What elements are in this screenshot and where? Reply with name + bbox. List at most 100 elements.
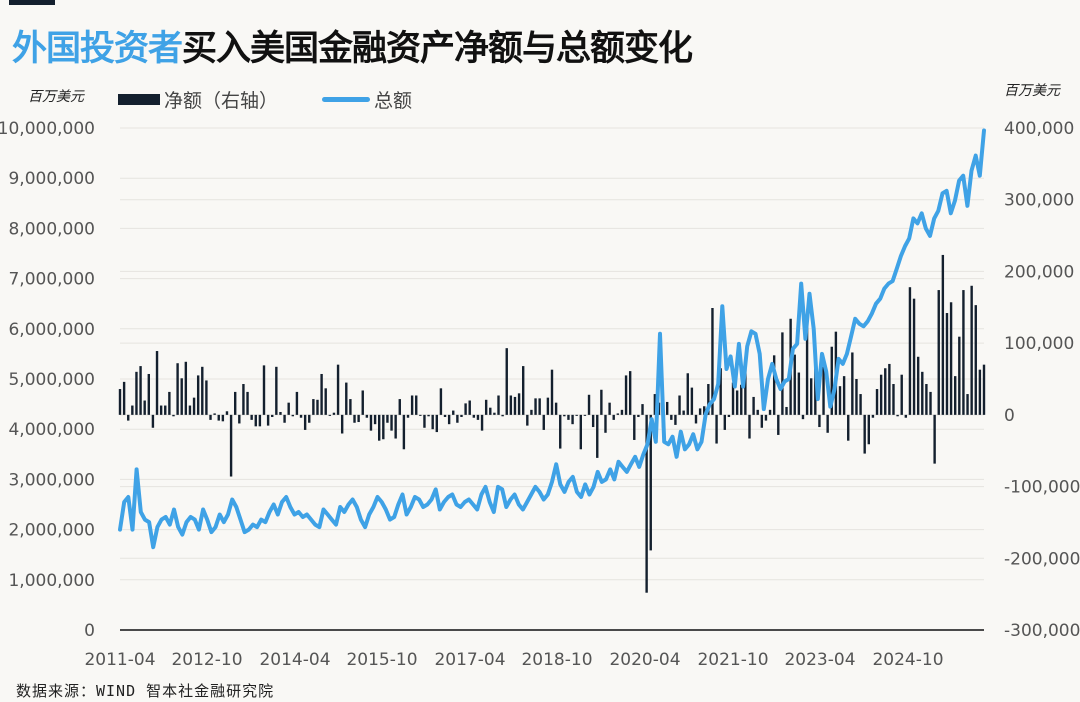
net-bar	[620, 409, 624, 415]
net-bar	[332, 412, 336, 415]
net-bar	[172, 414, 175, 417]
net-bar	[484, 399, 488, 415]
net-bar	[139, 366, 142, 415]
net-bar	[497, 395, 500, 415]
net-bar	[509, 395, 513, 415]
net-bar	[476, 414, 480, 420]
net-bar	[892, 384, 895, 415]
net-bar	[501, 414, 504, 417]
net-bar	[748, 414, 751, 439]
left-axis-tick: 10,000,000	[0, 119, 95, 139]
net-bar	[534, 398, 537, 415]
left-axis-tick: 3,000,000	[8, 470, 95, 490]
net-bar	[686, 373, 689, 415]
net-bar	[974, 305, 977, 415]
net-bar	[563, 414, 566, 417]
net-bar	[221, 414, 225, 422]
net-bar	[682, 410, 685, 415]
net-bar	[159, 405, 163, 415]
net-bar	[234, 391, 237, 415]
right-axis-tick: 100,000	[1004, 334, 1074, 354]
net-bar	[155, 351, 159, 415]
net-bar	[299, 414, 303, 418]
net-bar	[904, 414, 908, 418]
x-axis-tick: 2024-10	[872, 650, 943, 670]
net-bar	[357, 414, 360, 423]
right-axis-unit: 百万美元	[1004, 83, 1060, 99]
net-bar	[978, 369, 982, 415]
net-bar	[295, 391, 299, 415]
net-bar	[863, 414, 866, 454]
net-bar	[505, 348, 508, 415]
net-bar	[723, 414, 726, 430]
net-bar	[851, 352, 854, 415]
net-bar	[797, 372, 801, 415]
left-axis-tick: 5,000,000	[8, 370, 95, 390]
net-bar	[415, 395, 418, 415]
net-bar	[151, 414, 155, 428]
net-bar	[921, 371, 924, 415]
right-axis-tick: 400,000	[1004, 119, 1074, 139]
net-bar	[764, 414, 768, 421]
net-bar	[209, 414, 212, 420]
net-bar	[752, 396, 755, 415]
net-bar	[908, 287, 912, 415]
net-bar	[966, 394, 969, 415]
net-bar	[513, 396, 517, 415]
net-bar	[168, 391, 171, 415]
net-bar	[744, 364, 747, 415]
left-axis-tick: 8,000,000	[8, 219, 95, 239]
x-axis-tick: 2023-04	[784, 650, 855, 670]
net-bar	[859, 394, 862, 415]
net-bar	[896, 414, 899, 417]
left-axis-tick: 0	[84, 621, 95, 641]
net-bar	[879, 374, 883, 415]
net-bar	[982, 364, 986, 415]
net-bar	[365, 414, 369, 418]
net-bar	[575, 414, 578, 416]
net-bar	[287, 402, 290, 415]
net-bar	[522, 366, 525, 415]
net-bar	[740, 384, 743, 415]
total-line	[118, 128, 986, 550]
net-bar	[941, 254, 945, 415]
net-bar	[345, 382, 348, 415]
net-bar	[612, 414, 615, 420]
net-bar	[637, 414, 640, 418]
net-bar	[715, 414, 718, 444]
net-bar	[678, 395, 681, 415]
net-bar	[624, 375, 628, 415]
net-bar	[225, 411, 229, 415]
net-bar	[328, 414, 332, 416]
net-bar	[756, 409, 759, 415]
net-bar	[402, 414, 406, 450]
net-bar	[785, 406, 788, 415]
legend-line-swatch	[322, 97, 371, 102]
right-axis-tick: 300,000	[1004, 191, 1074, 211]
net-bar	[406, 414, 410, 418]
legend-bar-swatch	[118, 94, 160, 105]
net-bar	[937, 290, 940, 415]
net-bar	[949, 302, 953, 415]
net-bar	[925, 384, 928, 415]
net-bar	[164, 405, 167, 415]
net-bar	[369, 414, 373, 431]
net-bar	[184, 361, 188, 415]
net-bar	[460, 414, 463, 418]
net-bar	[468, 400, 471, 415]
net-bar	[258, 414, 262, 427]
left-axis-unit: 百万美元	[28, 89, 84, 105]
net-bar	[431, 414, 434, 430]
net-bar	[838, 386, 842, 415]
net-bar	[143, 400, 146, 415]
net-bar	[312, 399, 315, 415]
net-bar	[394, 414, 397, 439]
x-axis-tick: 2021-10	[697, 650, 768, 670]
net-bar	[616, 413, 620, 415]
net-bar	[439, 388, 443, 415]
net-bar	[604, 414, 607, 433]
net-bar	[945, 313, 949, 415]
net-bar	[283, 414, 286, 423]
net-bar	[127, 414, 130, 421]
